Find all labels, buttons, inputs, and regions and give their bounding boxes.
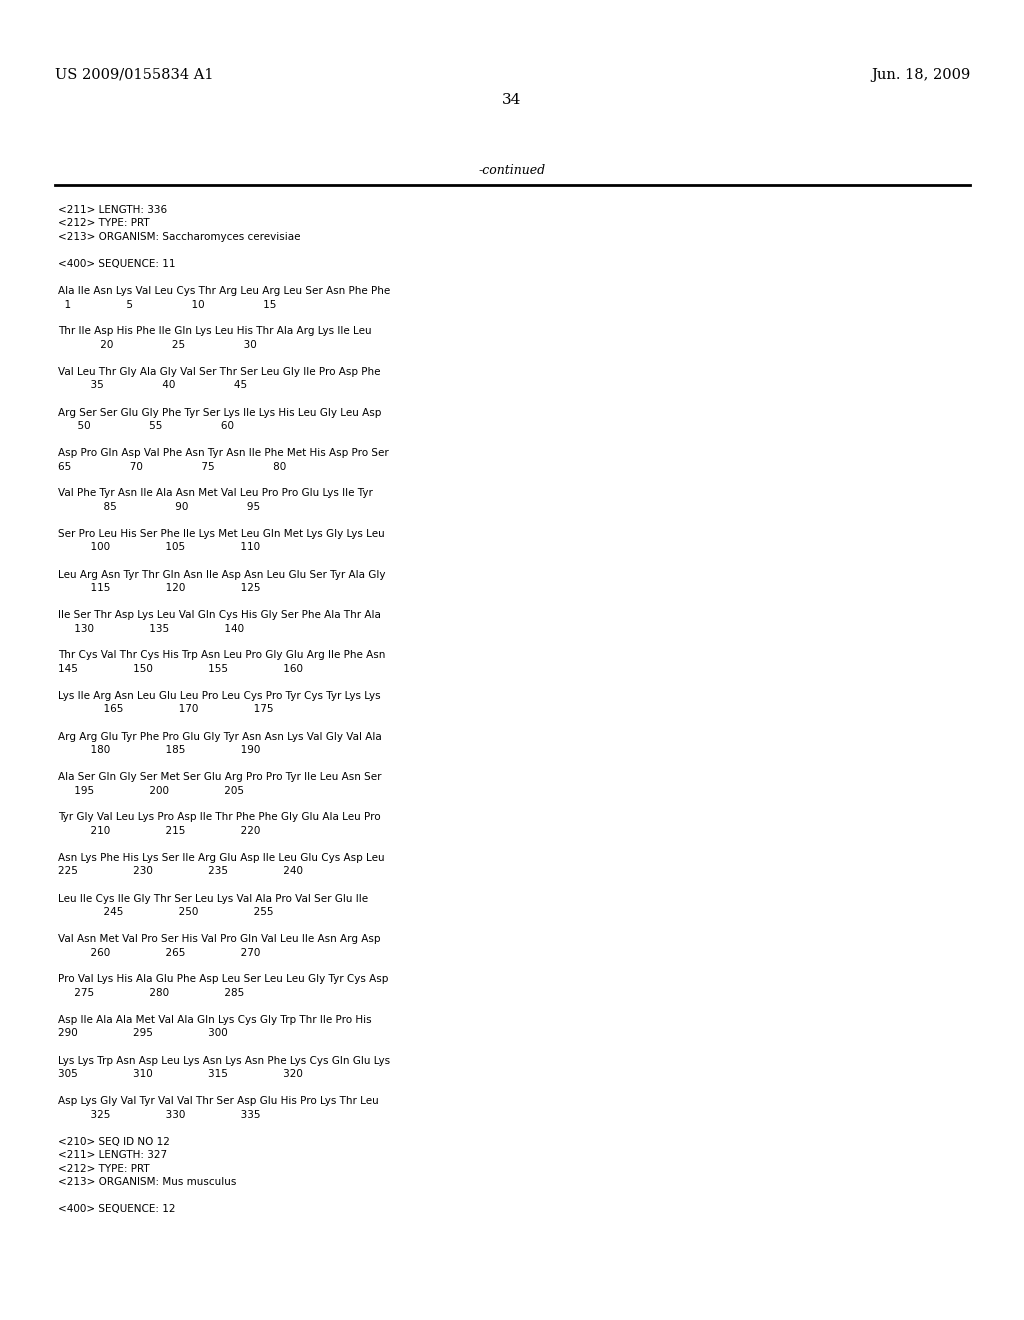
Text: 35                  40                  45: 35 40 45 — [58, 380, 247, 391]
Text: 50                  55                  60: 50 55 60 — [58, 421, 234, 432]
Text: 145                 150                 155                 160: 145 150 155 160 — [58, 664, 303, 675]
Text: <212> TYPE: PRT: <212> TYPE: PRT — [58, 219, 150, 228]
Text: Tyr Gly Val Leu Lys Pro Asp Ile Thr Phe Phe Gly Glu Ala Leu Pro: Tyr Gly Val Leu Lys Pro Asp Ile Thr Phe … — [58, 813, 381, 822]
Text: 85                  90                  95: 85 90 95 — [58, 502, 260, 512]
Text: 245                 250                 255: 245 250 255 — [58, 907, 273, 917]
Text: Lys Ile Arg Asn Leu Glu Leu Pro Leu Cys Pro Tyr Cys Tyr Lys Lys: Lys Ile Arg Asn Leu Glu Leu Pro Leu Cys … — [58, 690, 381, 701]
Text: 225                 230                 235                 240: 225 230 235 240 — [58, 866, 303, 876]
Text: Arg Arg Glu Tyr Phe Pro Glu Gly Tyr Asn Asn Lys Val Gly Val Ala: Arg Arg Glu Tyr Phe Pro Glu Gly Tyr Asn … — [58, 731, 382, 742]
Text: <211> LENGTH: 336: <211> LENGTH: 336 — [58, 205, 167, 215]
Text: Pro Val Lys His Ala Glu Phe Asp Leu Ser Leu Leu Gly Tyr Cys Asp: Pro Val Lys His Ala Glu Phe Asp Leu Ser … — [58, 974, 388, 985]
Text: <213> ORGANISM: Mus musculus: <213> ORGANISM: Mus musculus — [58, 1177, 237, 1187]
Text: Val Phe Tyr Asn Ile Ala Asn Met Val Leu Pro Pro Glu Lys Ile Tyr: Val Phe Tyr Asn Ile Ala Asn Met Val Leu … — [58, 488, 373, 499]
Text: -continued: -continued — [478, 164, 546, 177]
Text: <400> SEQUENCE: 11: <400> SEQUENCE: 11 — [58, 259, 175, 269]
Text: 305                 310                 315                 320: 305 310 315 320 — [58, 1069, 303, 1078]
Text: Val Leu Thr Gly Ala Gly Val Ser Thr Ser Leu Gly Ile Pro Asp Phe: Val Leu Thr Gly Ala Gly Val Ser Thr Ser … — [58, 367, 381, 378]
Text: 34: 34 — [503, 92, 521, 107]
Text: Ala Ile Asn Lys Val Leu Cys Thr Arg Leu Arg Leu Ser Asn Phe Phe: Ala Ile Asn Lys Val Leu Cys Thr Arg Leu … — [58, 286, 390, 296]
Text: 210                 215                 220: 210 215 220 — [58, 826, 260, 836]
Text: <211> LENGTH: 327: <211> LENGTH: 327 — [58, 1150, 167, 1160]
Text: Asp Ile Ala Ala Met Val Ala Gln Lys Cys Gly Trp Thr Ile Pro His: Asp Ile Ala Ala Met Val Ala Gln Lys Cys … — [58, 1015, 372, 1026]
Text: Ile Ser Thr Asp Lys Leu Val Gln Cys His Gly Ser Phe Ala Thr Ala: Ile Ser Thr Asp Lys Leu Val Gln Cys His … — [58, 610, 381, 620]
Text: 165                 170                 175: 165 170 175 — [58, 705, 273, 714]
Text: 260                 265                 270: 260 265 270 — [58, 948, 260, 957]
Text: Val Asn Met Val Pro Ser His Val Pro Gln Val Leu Ile Asn Arg Asp: Val Asn Met Val Pro Ser His Val Pro Gln … — [58, 935, 381, 944]
Text: 195                 200                 205: 195 200 205 — [58, 785, 244, 796]
Text: <210> SEQ ID NO 12: <210> SEQ ID NO 12 — [58, 1137, 170, 1147]
Text: 290                 295                 300: 290 295 300 — [58, 1028, 227, 1039]
Text: 100                 105                 110: 100 105 110 — [58, 543, 260, 553]
Text: 130                 135                 140: 130 135 140 — [58, 623, 244, 634]
Text: US 2009/0155834 A1: US 2009/0155834 A1 — [55, 69, 213, 82]
Text: Lys Lys Trp Asn Asp Leu Lys Asn Lys Asn Phe Lys Cys Gln Glu Lys: Lys Lys Trp Asn Asp Leu Lys Asn Lys Asn … — [58, 1056, 390, 1065]
Text: Leu Ile Cys Ile Gly Thr Ser Leu Lys Val Ala Pro Val Ser Glu Ile: Leu Ile Cys Ile Gly Thr Ser Leu Lys Val … — [58, 894, 368, 903]
Text: <212> TYPE: PRT: <212> TYPE: PRT — [58, 1163, 150, 1173]
Text: <400> SEQUENCE: 12: <400> SEQUENCE: 12 — [58, 1204, 175, 1214]
Text: 20                  25                  30: 20 25 30 — [58, 341, 257, 350]
Text: Thr Ile Asp His Phe Ile Gln Lys Leu His Thr Ala Arg Lys Ile Leu: Thr Ile Asp His Phe Ile Gln Lys Leu His … — [58, 326, 372, 337]
Text: 115                 120                 125: 115 120 125 — [58, 583, 260, 593]
Text: 325                 330                 335: 325 330 335 — [58, 1110, 260, 1119]
Text: Ser Pro Leu His Ser Phe Ile Lys Met Leu Gln Met Lys Gly Lys Leu: Ser Pro Leu His Ser Phe Ile Lys Met Leu … — [58, 529, 385, 539]
Text: Ala Ser Gln Gly Ser Met Ser Glu Arg Pro Pro Tyr Ile Leu Asn Ser: Ala Ser Gln Gly Ser Met Ser Glu Arg Pro … — [58, 772, 382, 781]
Text: Arg Ser Ser Glu Gly Phe Tyr Ser Lys Ile Lys His Leu Gly Leu Asp: Arg Ser Ser Glu Gly Phe Tyr Ser Lys Ile … — [58, 408, 381, 417]
Text: Jun. 18, 2009: Jun. 18, 2009 — [870, 69, 970, 82]
Text: Asp Pro Gln Asp Val Phe Asn Tyr Asn Ile Phe Met His Asp Pro Ser: Asp Pro Gln Asp Val Phe Asn Tyr Asn Ile … — [58, 447, 389, 458]
Text: Asp Lys Gly Val Tyr Val Val Thr Ser Asp Glu His Pro Lys Thr Leu: Asp Lys Gly Val Tyr Val Val Thr Ser Asp … — [58, 1096, 379, 1106]
Text: Leu Arg Asn Tyr Thr Gln Asn Ile Asp Asn Leu Glu Ser Tyr Ala Gly: Leu Arg Asn Tyr Thr Gln Asn Ile Asp Asn … — [58, 569, 385, 579]
Text: 180                 185                 190: 180 185 190 — [58, 744, 260, 755]
Text: <213> ORGANISM: Saccharomyces cerevisiae: <213> ORGANISM: Saccharomyces cerevisiae — [58, 232, 300, 242]
Text: Thr Cys Val Thr Cys His Trp Asn Leu Pro Gly Glu Arg Ile Phe Asn: Thr Cys Val Thr Cys His Trp Asn Leu Pro … — [58, 651, 385, 660]
Text: 275                 280                 285: 275 280 285 — [58, 987, 245, 998]
Text: Asn Lys Phe His Lys Ser Ile Arg Glu Asp Ile Leu Glu Cys Asp Leu: Asn Lys Phe His Lys Ser Ile Arg Glu Asp … — [58, 853, 385, 863]
Text: 65                  70                  75                  80: 65 70 75 80 — [58, 462, 287, 471]
Text: 1                 5                  10                  15: 1 5 10 15 — [58, 300, 276, 309]
